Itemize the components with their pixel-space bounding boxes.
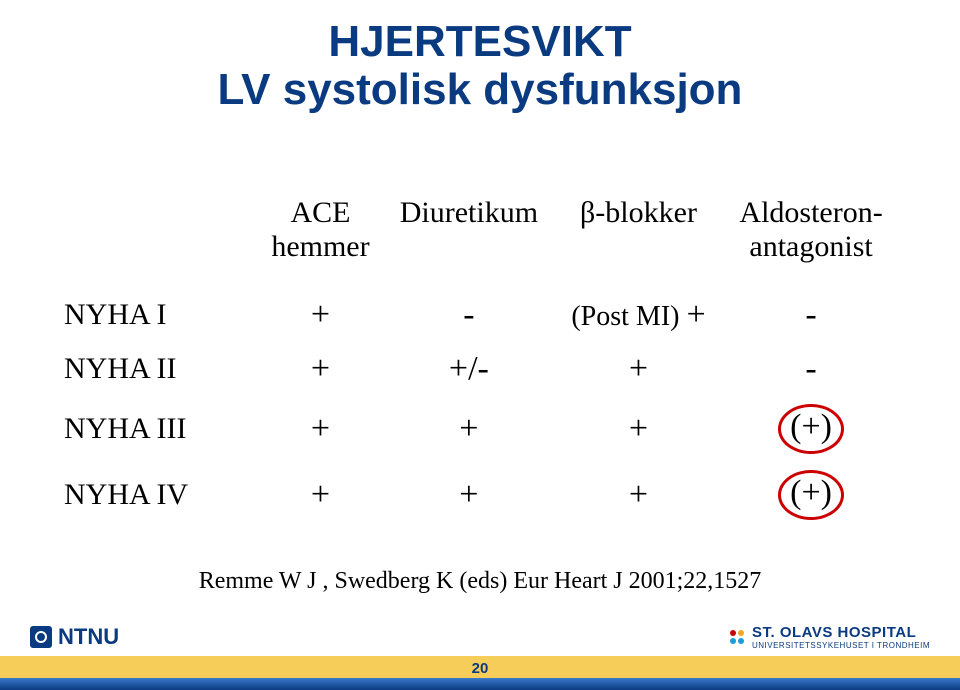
ntnu-label: NTNU: [58, 624, 119, 650]
table-cell: +/-: [383, 342, 555, 396]
stolav-logo: ST. OLAVS HOSPITAL UNIVERSITETSSYKEHUSET…: [730, 624, 930, 650]
table-cell: +: [258, 462, 383, 528]
table-cell: +: [258, 396, 383, 462]
ntnu-logo: NTNU: [30, 624, 119, 650]
table-cell: (+): [722, 462, 900, 528]
table-cell: (Post MI) +: [555, 288, 722, 342]
table-cell: +: [383, 396, 555, 462]
row-label: NYHA II: [60, 342, 258, 396]
ntnu-icon: [30, 626, 52, 648]
table-cell: +: [383, 462, 555, 528]
table-cell: -: [722, 288, 900, 342]
column-header: ACEhemmer: [258, 190, 383, 288]
treatment-table: ACEhemmerDiuretikumβ-blokkerAldosteron-a…: [60, 190, 900, 528]
page-number: 20: [0, 660, 960, 677]
footer: NTNU ST. OLAVS HOSPITAL UNIVERSITETSSYKE…: [0, 635, 960, 690]
table-cell: (+): [722, 396, 900, 462]
row-label: NYHA I: [60, 288, 258, 342]
column-header: Aldosteron-antagonist: [722, 190, 900, 288]
stolav-title: ST. OLAVS HOSPITAL: [752, 624, 930, 641]
row-label: NYHA III: [60, 396, 258, 462]
column-header: [60, 190, 258, 288]
row-label: NYHA IV: [60, 462, 258, 528]
column-header: Diuretikum: [383, 190, 555, 288]
table-cell: +: [258, 342, 383, 396]
stolav-icon: [730, 630, 744, 644]
table-cell: +: [258, 288, 383, 342]
column-header: β-blokker: [555, 190, 722, 288]
citation: Remme W J , Swedberg K (eds) Eur Heart J…: [0, 568, 960, 595]
table-cell: -: [722, 342, 900, 396]
table-cell: +: [555, 462, 722, 528]
title-line1: HJERTESVIKT: [328, 17, 631, 66]
stolav-sub: UNIVERSITETSSYKEHUSET I TRONDHEIM: [752, 641, 930, 650]
slide-title: HJERTESVIKT LV systolisk dysfunksjon: [0, 0, 960, 115]
title-line2: LV systolisk dysfunksjon: [0, 66, 960, 114]
table-cell: -: [383, 288, 555, 342]
footer-bar-blue: [0, 678, 960, 690]
table-cell: +: [555, 342, 722, 396]
table-cell: +: [555, 396, 722, 462]
